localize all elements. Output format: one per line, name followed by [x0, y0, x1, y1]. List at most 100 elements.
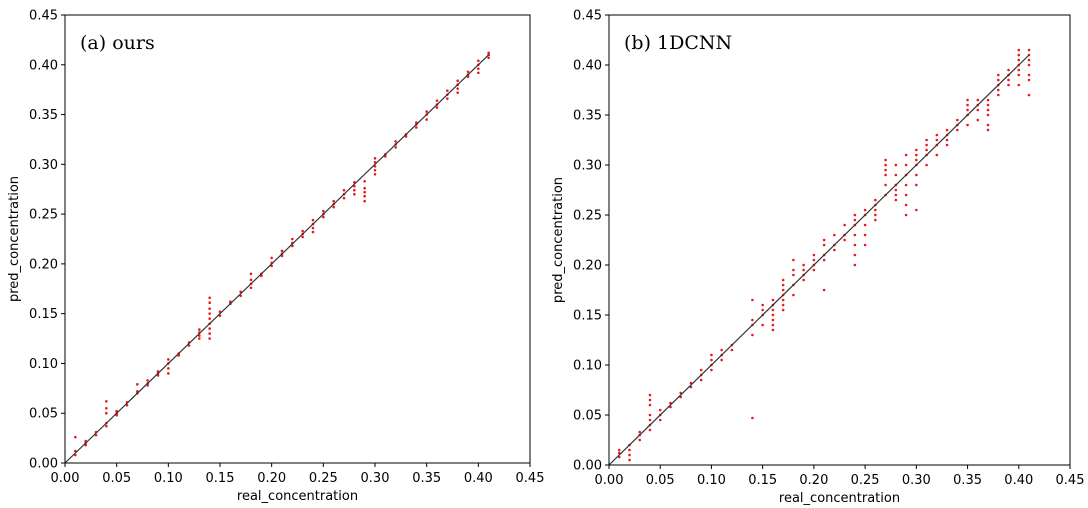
panel-a-data-point: [456, 87, 459, 90]
panel-b-data-point: [771, 323, 775, 327]
panel-a-data-point: [291, 237, 294, 241]
panel-a-y-ticks: 0.00 0.05 0.10 0.15 0.20 0.25 0.30 0.35 0.40 0.45: [29, 9, 65, 472]
panel-a-x-ticks: 0.00 0.05 0.10 0.15 0.20 0.25 0.30 0.35 0.40 0.45: [51, 463, 544, 486]
panel-a-data-point: [456, 79, 459, 83]
panel-b-data-point: [956, 118, 959, 122]
panel-a-data-point: [477, 59, 480, 63]
panel-b-data-point: [1017, 48, 1021, 52]
panel-b-data-point: [863, 233, 867, 237]
panel-a-data-point: [466, 70, 470, 74]
panel-b-reference-line: [608, 54, 1030, 466]
panel-b-data-point: [853, 218, 857, 222]
panel-b-plot-frame: [608, 14, 1071, 466]
panel-b-data-point: [699, 378, 703, 382]
panel-a-data-point: [415, 126, 418, 129]
panel-a-data-point: [332, 205, 335, 209]
panel-b-data-point: [894, 198, 898, 202]
panel-b-data-point: [884, 168, 887, 172]
panel-b-data-point: [771, 313, 775, 317]
panel-b-data-point: [996, 88, 1000, 92]
panel-a-x-tick-label: 0.40: [464, 471, 493, 486]
panel-a-x-tick-label: 0.05: [102, 471, 131, 486]
panel-a-y-axis-label: pred_concentration: [7, 176, 22, 302]
panel-b-data-point: [925, 163, 928, 167]
panel-a-data-point: [363, 186, 366, 190]
panel-b-data-point: [638, 430, 642, 434]
panel-a-data-point: [311, 230, 315, 234]
panel-b: 0.00 0.05 0.10 0.15 0.20 0.25 0.30 0.35 0.40 0.45…: [551, 9, 1084, 507]
panel-b-data-point: [996, 73, 1000, 77]
panel-b-data-point: [915, 158, 918, 162]
panel-b-y-axis-label: pred_concentration: [551, 177, 566, 303]
panel-b-x-tick-label: 0.00: [595, 473, 624, 488]
panel-b-data-point: [945, 143, 949, 147]
panel-b-data-point: [986, 98, 990, 102]
panel-a-data-point: [167, 358, 170, 361]
panel-b-data-point: [751, 416, 754, 420]
panel-b-data-point: [1017, 83, 1021, 87]
panel-b-data-point: [843, 238, 846, 242]
panel-a-x-tick-label: 0.20: [257, 471, 286, 486]
panel-b-data-point: [915, 148, 918, 152]
panel-a-plot-frame: [64, 14, 531, 464]
panel-b-data-point: [976, 108, 980, 112]
panel-b-data-point: [638, 438, 642, 442]
panel-b-data-point: [863, 223, 867, 227]
panel-a-data-point: [249, 272, 253, 276]
panel-b-data-point: [966, 123, 969, 127]
panel-b-data-point: [853, 213, 857, 217]
panel-b-data-point: [874, 213, 877, 217]
panel-a-data-point: [301, 235, 304, 239]
panel-b-data-point: [781, 298, 785, 302]
panel-b-data-point: [792, 258, 795, 262]
panel-a-title: (a) ours: [80, 32, 155, 54]
panel-b-data-point: [781, 308, 785, 312]
panel-a-data-point: [301, 229, 304, 233]
panel-b-data-point: [751, 318, 754, 322]
panel-b-data-point: [1027, 78, 1031, 82]
panel-b-data-point: [1017, 53, 1021, 57]
panel-b-data-point: [935, 133, 939, 137]
panel-b-y-tick-label: 0.05: [573, 409, 602, 424]
panel-b-data-point: [843, 223, 846, 227]
panel-a-data-point: [270, 256, 273, 260]
panel-a-data-point: [136, 383, 139, 386]
panel-a-data-point: [208, 307, 211, 310]
panel-b-data-point: [966, 98, 969, 102]
panel-b-y-tick-label: 0.20: [573, 259, 602, 274]
panel-a-y-tick-label: 0.10: [29, 357, 58, 372]
panel-b-x-tick-label: 0.15: [748, 473, 777, 488]
panel-a-x-tick-label: 0.15: [206, 471, 235, 486]
panel-b-data-point: [976, 118, 980, 122]
panel-b-data-point: [761, 323, 764, 327]
panel-b-data-point: [802, 268, 805, 272]
panel-b-data-point: [945, 138, 949, 142]
panel-a-data-point: [167, 367, 170, 370]
panel-a-data-point: [208, 301, 211, 305]
panel-b-data-point: [956, 128, 959, 132]
panel-a-data-point: [363, 190, 366, 194]
panel-a-y-tick-label: 0.40: [29, 58, 58, 73]
panel-b-data-point: [904, 193, 908, 197]
panel-a-data-point: [311, 218, 315, 222]
panel-b-data-point: [710, 353, 713, 357]
panel-b-data-point: [751, 333, 754, 337]
panel-b-data-point: [699, 368, 703, 372]
panel-a-data-point: [435, 99, 439, 102]
panel-b-data-point: [720, 348, 723, 352]
panel-a-data-point: [446, 97, 449, 100]
panel-a-data-point: [373, 157, 377, 160]
panel-a-data-point: [146, 379, 149, 382]
panel-b-data-point: [833, 248, 836, 252]
panel-b-data-point: [822, 243, 826, 247]
panel-b-data-point: [874, 198, 877, 202]
panel-a-data-point: [425, 118, 428, 121]
panel-a-data-point: [208, 317, 211, 320]
panel-a-data-point: [249, 278, 253, 282]
panel-b-data-point: [874, 218, 877, 222]
panel-b-data-point: [802, 263, 805, 267]
panel-a-data-point: [353, 192, 356, 196]
panel-a-data-point: [342, 196, 346, 200]
panel-b-y-tick-label: 0.30: [573, 159, 602, 174]
